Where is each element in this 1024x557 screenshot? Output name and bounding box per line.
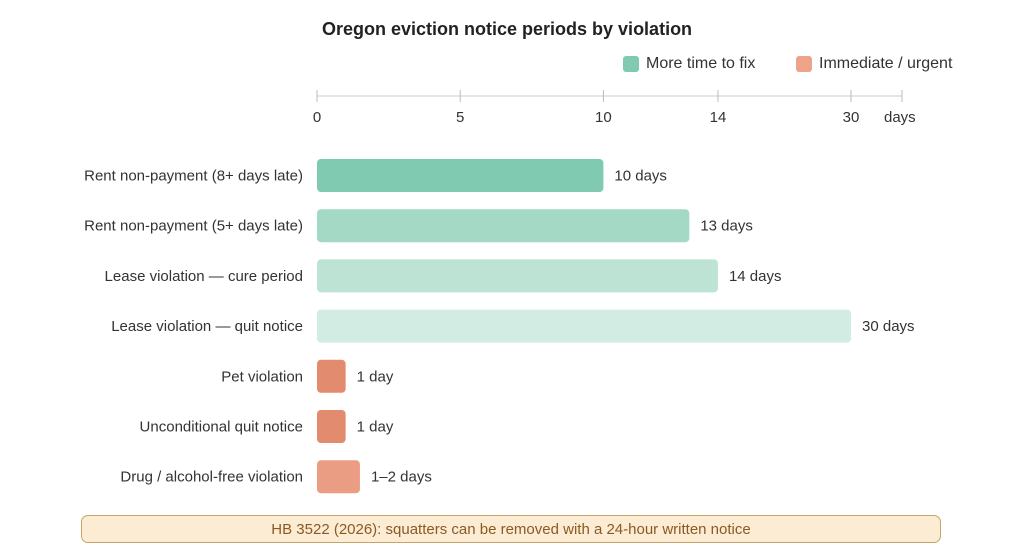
law-note-banner: HB 3522 (2026): squatters can be removed… bbox=[81, 515, 941, 543]
value-label-rent-non-payment-8-days-late: 10 days bbox=[614, 168, 667, 185]
category-label-lease-violation-cure-period: Lease violation — cure period bbox=[105, 268, 303, 285]
x-tick-label-0: 0 bbox=[313, 109, 321, 126]
legend-item-immediate: Immediate / urgent bbox=[796, 55, 952, 73]
x-tick-label-14: 14 bbox=[710, 109, 727, 126]
value-label-pet-violation: 1 day bbox=[357, 368, 394, 385]
legend-swatch-immediate bbox=[796, 56, 812, 72]
bar-drug-alcohol-free-violation bbox=[317, 460, 360, 494]
legend-swatch-more-time bbox=[623, 56, 639, 72]
category-label-rent-non-payment-5-days-late: Rent non-payment (5+ days late) bbox=[84, 218, 303, 235]
value-label-lease-violation-quit-notice: 30 days bbox=[862, 318, 915, 335]
bar-unconditional-quit-notice bbox=[317, 410, 346, 443]
category-label-pet-violation: Pet violation bbox=[221, 368, 303, 385]
chart-title: Oregon eviction notice periods by violat… bbox=[322, 19, 693, 39]
bar-rent-non-payment-5-days-late bbox=[317, 209, 690, 243]
legend-item-more-time: More time to fix bbox=[623, 55, 755, 73]
category-label-unconditional-quit-notice: Unconditional quit notice bbox=[140, 419, 303, 436]
value-label-drug-alcohol-free-violation: 1–2 days bbox=[371, 469, 432, 486]
category-label-lease-violation-quit-notice: Lease violation — quit notice bbox=[111, 318, 303, 335]
category-label-rent-non-payment-8-days-late: Rent non-payment (8+ days late) bbox=[84, 168, 303, 185]
category-label-drug-alcohol-free-violation: Drug / alcohol-free violation bbox=[120, 469, 303, 486]
bar-lease-violation-cure-period bbox=[317, 259, 718, 293]
x-axis-unit-label: days bbox=[884, 109, 916, 126]
value-label-lease-violation-cure-period: 14 days bbox=[729, 268, 782, 285]
bar-chart: 0 5 10 14 30 days Rent non-payment (8+ days la… bbox=[84, 90, 916, 494]
legend-label-more-time: More time to fix bbox=[646, 55, 756, 72]
x-tick-label-30: 30 bbox=[843, 109, 860, 126]
value-label-rent-non-payment-5-days-late: 13 days bbox=[700, 218, 753, 235]
bar-rent-non-payment-8-days-late bbox=[317, 159, 604, 192]
x-tick-label-10: 10 bbox=[595, 109, 612, 126]
bar-lease-violation-quit-notice bbox=[317, 309, 851, 343]
bar-pet-violation bbox=[317, 359, 346, 393]
x-tick-label-5: 5 bbox=[456, 109, 464, 126]
value-label-unconditional-quit-notice: 1 day bbox=[357, 419, 394, 436]
legend-label-immediate: Immediate / urgent bbox=[819, 55, 953, 72]
